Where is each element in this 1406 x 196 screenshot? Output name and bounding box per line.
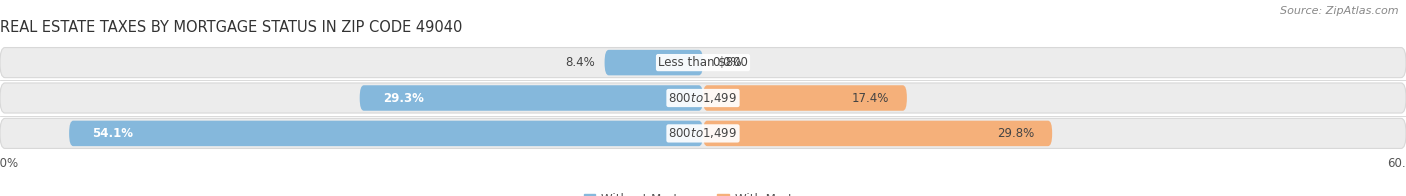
FancyBboxPatch shape: [69, 121, 703, 146]
Text: 29.8%: 29.8%: [997, 127, 1035, 140]
Text: Source: ZipAtlas.com: Source: ZipAtlas.com: [1281, 6, 1399, 16]
FancyBboxPatch shape: [605, 50, 703, 75]
FancyBboxPatch shape: [703, 85, 907, 111]
FancyBboxPatch shape: [360, 85, 703, 111]
FancyBboxPatch shape: [0, 48, 1406, 78]
Text: 29.3%: 29.3%: [382, 92, 425, 104]
FancyBboxPatch shape: [703, 121, 1052, 146]
Text: REAL ESTATE TAXES BY MORTGAGE STATUS IN ZIP CODE 49040: REAL ESTATE TAXES BY MORTGAGE STATUS IN …: [0, 20, 463, 35]
Text: Less than $800: Less than $800: [658, 56, 748, 69]
FancyBboxPatch shape: [0, 118, 1406, 148]
Text: 54.1%: 54.1%: [93, 127, 134, 140]
Text: 8.4%: 8.4%: [565, 56, 595, 69]
Text: 0.0%: 0.0%: [713, 56, 742, 69]
Text: $800 to $1,499: $800 to $1,499: [668, 91, 738, 105]
Text: $800 to $1,499: $800 to $1,499: [668, 126, 738, 140]
Text: 17.4%: 17.4%: [852, 92, 889, 104]
Legend: Without Mortgage, With Mortgage: Without Mortgage, With Mortgage: [579, 188, 827, 196]
FancyBboxPatch shape: [0, 83, 1406, 113]
